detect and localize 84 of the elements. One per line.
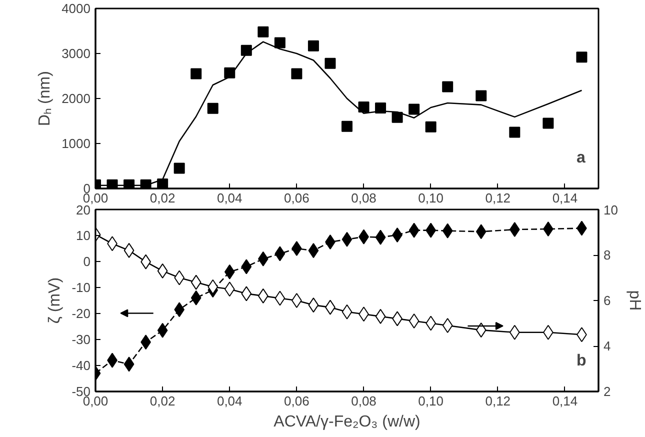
y2-tick-label: 4	[604, 338, 611, 354]
point	[308, 243, 319, 258]
y-tick-label: 3000	[62, 46, 90, 61]
point	[425, 121, 436, 132]
y-tick-label: 2000	[62, 91, 90, 106]
point	[408, 313, 420, 328]
point	[358, 102, 370, 113]
y-tick-label: -40	[72, 358, 91, 373]
point	[124, 242, 134, 258]
y-tick-label: 1000	[62, 136, 90, 151]
y-tick-label: -20	[72, 306, 91, 321]
point	[190, 274, 202, 290]
y-tick-label: 10	[76, 228, 91, 243]
point	[543, 222, 554, 236]
y-tick-label: 4000	[62, 1, 90, 16]
x-tick-label: 0,12	[485, 394, 511, 408]
point	[190, 68, 202, 80]
x-tick-label: 0,10	[418, 190, 444, 206]
x-axis-title: ACVA/γ-Fe₂O₃ (w/w)	[274, 414, 420, 430]
point	[258, 26, 269, 38]
x-tick-label: 0,14	[552, 190, 578, 206]
point	[157, 263, 168, 278]
x-tick-label: 0,04	[216, 394, 242, 408]
point	[476, 322, 486, 338]
point	[291, 68, 302, 80]
x-tick-label: 0,12	[485, 190, 511, 206]
y-tick-label: -10	[72, 280, 91, 295]
y2-axis-title: pH	[626, 290, 643, 311]
x-tick-label: 0,04	[216, 190, 242, 206]
y-axis-title: ζ (mV)	[46, 277, 64, 324]
y2-tick-label: 10	[604, 202, 618, 218]
point	[576, 52, 588, 63]
point	[224, 282, 235, 297]
point	[174, 162, 185, 174]
point	[241, 286, 252, 302]
y2-tick-label: 8	[604, 248, 611, 262]
point	[442, 81, 454, 92]
point	[476, 224, 486, 240]
point	[274, 37, 286, 48]
point	[224, 264, 235, 280]
point	[274, 290, 286, 306]
point	[325, 234, 336, 250]
point	[207, 102, 218, 114]
point	[308, 298, 319, 313]
point	[442, 318, 453, 334]
y-tick-label: 20	[76, 202, 91, 218]
point	[442, 223, 453, 238]
point	[342, 232, 352, 247]
point	[157, 322, 168, 338]
annotation: b	[576, 352, 586, 370]
x-tick-label: 0,06	[284, 394, 310, 408]
x-tick-label: 0,14	[552, 394, 578, 408]
x-tick-label: 0,02	[150, 190, 176, 206]
point	[292, 241, 302, 256]
point	[274, 246, 286, 262]
y2-tick-label: 6	[604, 293, 611, 308]
point	[392, 112, 403, 123]
y2-tick-label: 2	[604, 384, 611, 399]
point	[542, 118, 554, 129]
point	[375, 308, 386, 324]
point	[124, 356, 134, 372]
y-tick-label: -30	[72, 332, 91, 347]
point	[308, 40, 319, 52]
point	[241, 259, 252, 274]
x-tick-label: 0,08	[351, 190, 376, 206]
point	[190, 290, 202, 306]
point	[408, 104, 420, 115]
point	[342, 304, 352, 320]
x-tick-label: 0,02	[150, 394, 176, 408]
annotation: a	[576, 150, 586, 166]
y-tick-label: 0	[83, 254, 91, 269]
point	[509, 126, 520, 138]
point	[408, 222, 420, 238]
point	[375, 230, 386, 245]
x-tick-label: 0,08	[351, 394, 376, 408]
y-axis-title: Dₕ (nm)	[36, 71, 54, 126]
point	[324, 58, 336, 69]
point	[342, 120, 352, 132]
point	[240, 44, 252, 56]
x-tick-label: 0,10	[418, 394, 444, 408]
point	[476, 90, 487, 102]
x-tick-label: 0,06	[284, 190, 310, 206]
point	[292, 293, 302, 308]
point	[208, 279, 218, 294]
